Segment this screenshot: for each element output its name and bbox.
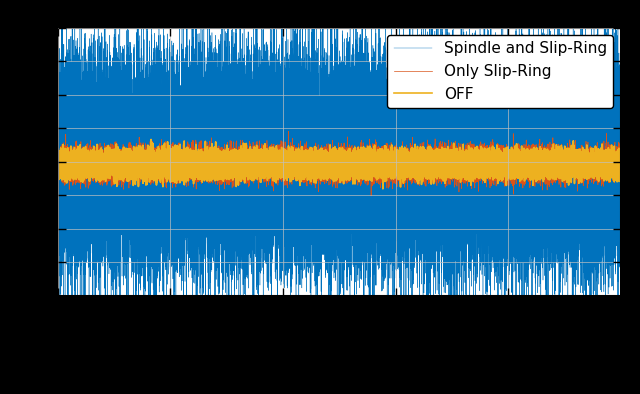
OFF [54,169,61,173]
Only Slip-Ring [367,193,375,198]
OFF [359,161,367,166]
OFF [617,157,625,162]
Line: OFF: OFF [58,139,621,189]
OFF [147,137,155,142]
Only Slip-Ring [359,165,367,169]
Spindle and Slip-Ring [359,106,367,111]
Only Slip-Ring [393,158,401,162]
Spindle and Slip-Ring [269,196,277,201]
Spindle and Slip-Ring [408,370,415,375]
OFF [379,186,387,191]
OFF [269,158,277,163]
Only Slip-Ring [269,153,277,158]
OFF [189,150,197,154]
Spindle and Slip-Ring [393,168,401,173]
Only Slip-Ring [54,159,61,164]
OFF [472,161,479,165]
Line: Spindle and Slip-Ring: Spindle and Slip-Ring [58,0,621,373]
Only Slip-Ring [617,150,625,154]
Spindle and Slip-Ring [54,169,61,174]
Only Slip-Ring [92,159,100,164]
OFF [92,168,100,173]
Legend: Spindle and Slip-Ring, Only Slip-Ring, OFF: Spindle and Slip-Ring, Only Slip-Ring, O… [387,35,613,108]
Spindle and Slip-Ring [189,97,197,102]
OFF [393,156,401,160]
Line: Only Slip-Ring: Only Slip-Ring [58,131,621,196]
Spindle and Slip-Ring [617,177,625,181]
Only Slip-Ring [285,129,292,134]
Only Slip-Ring [189,164,197,169]
Spindle and Slip-Ring [92,192,100,197]
Only Slip-Ring [472,168,479,173]
Spindle and Slip-Ring [472,120,479,125]
